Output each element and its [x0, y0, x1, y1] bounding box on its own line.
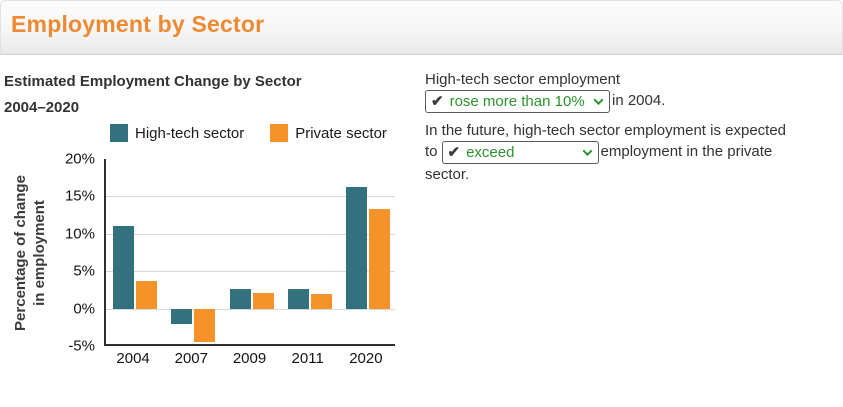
checkmark-icon: ✔ — [431, 93, 444, 110]
chart-title-line2: 2004–2020 — [4, 99, 80, 116]
legend-label-high-tech: High-tech sector — [135, 124, 245, 142]
y-tick-label-5: 5% — [73, 262, 95, 280]
legend-swatch-private — [270, 124, 289, 142]
bar-high-tech-sector-2007 — [171, 308, 193, 324]
chart-panel: Estimated Employment Change by Sector 20… — [4, 69, 421, 373]
y-tick-label-15: 15% — [64, 187, 95, 205]
page-header: Employment by Sector — [0, 0, 843, 55]
x-tick-label-2004: 2004 — [116, 350, 150, 367]
legend-swatch-high-tech — [110, 124, 128, 142]
sentence2-line1-text: In the future, high-tech sector employme… — [425, 122, 787, 139]
sentence2-line3-text: sector. — [425, 166, 470, 183]
dropdown-2-selected-value: exceed — [466, 144, 515, 161]
bar-private-sector-2007 — [194, 308, 216, 343]
page: Employment by Sector Estimated Employmen… — [0, 0, 843, 373]
page-title: Employment by Sector — [11, 11, 265, 37]
content: Estimated Employment Change by Sector 20… — [0, 55, 843, 373]
y-tick-label-0: 0% — [73, 300, 95, 318]
bar-private-sector-2004 — [136, 280, 158, 309]
y-tick-label-10: 10% — [64, 225, 95, 243]
bar-high-tech-sector-2020 — [345, 187, 367, 309]
bar-high-tech-sector-2004 — [113, 226, 135, 309]
y-tick-label--5: -5% — [68, 337, 95, 355]
bar-private-sector-2009 — [252, 292, 274, 309]
sentence1-after-text: in 2004. — [612, 92, 666, 110]
bar-high-tech-sector-2011 — [287, 289, 309, 309]
bar-chart: Percentage of change in employment 20% 15… — [4, 149, 421, 373]
chevron-down-icon — [582, 146, 592, 157]
x-tick-label-2009: 2009 — [232, 350, 267, 367]
gridline-0 — [106, 308, 395, 310]
sentence2-after-text: employment in the private — [600, 143, 773, 161]
question-sentence-2: In the future, high-tech sector employme… — [425, 120, 825, 185]
dropdown-1-selected-value: rose more than 10% — [449, 93, 585, 110]
bar-private-sector-2020 — [368, 209, 390, 309]
legend-item-high-tech: High-tech sector — [110, 124, 244, 142]
chart-title-line1: Estimated Employment Change by Sector — [4, 73, 302, 90]
x-tick-label-2011: 2011 — [291, 350, 324, 367]
plot-area — [104, 159, 395, 346]
legend-item-private: Private sector — [270, 124, 387, 142]
x-tick-label-2020: 2020 — [349, 350, 383, 367]
gridline-10 — [106, 233, 395, 235]
chart-legend: High-tech sector Private sector — [110, 121, 421, 145]
question-panel: High-tech sector employment ✔ rose more … — [425, 69, 825, 373]
answer-dropdown-2[interactable]: ✔ exceed — [441, 141, 599, 164]
bar-high-tech-sector-2009 — [229, 289, 251, 309]
x-tick-label-2007: 2007 — [174, 350, 208, 367]
y-tick-label-20: 20% — [64, 150, 95, 168]
question-sentence-1: High-tech sector employment ✔ rose more … — [425, 69, 825, 113]
checkmark-icon: ✔ — [447, 144, 461, 161]
y-axis-ticks: 20% 15% 10% 5% 0% -5% — [4, 151, 100, 355]
chevron-down-icon — [593, 95, 604, 106]
legend-label-private: Private sector — [295, 124, 387, 142]
sentence2-to-text: to — [425, 143, 438, 161]
sentence1-text: High-tech sector employment — [425, 71, 621, 88]
bar-private-sector-2011 — [310, 294, 332, 309]
x-axis-ticks: 2004 2007 2009 2011 2020 — [104, 350, 395, 370]
answer-dropdown-1[interactable]: ✔ rose more than 10% — [425, 90, 610, 113]
gridline-15 — [106, 196, 395, 198]
gridline-5 — [106, 271, 395, 273]
